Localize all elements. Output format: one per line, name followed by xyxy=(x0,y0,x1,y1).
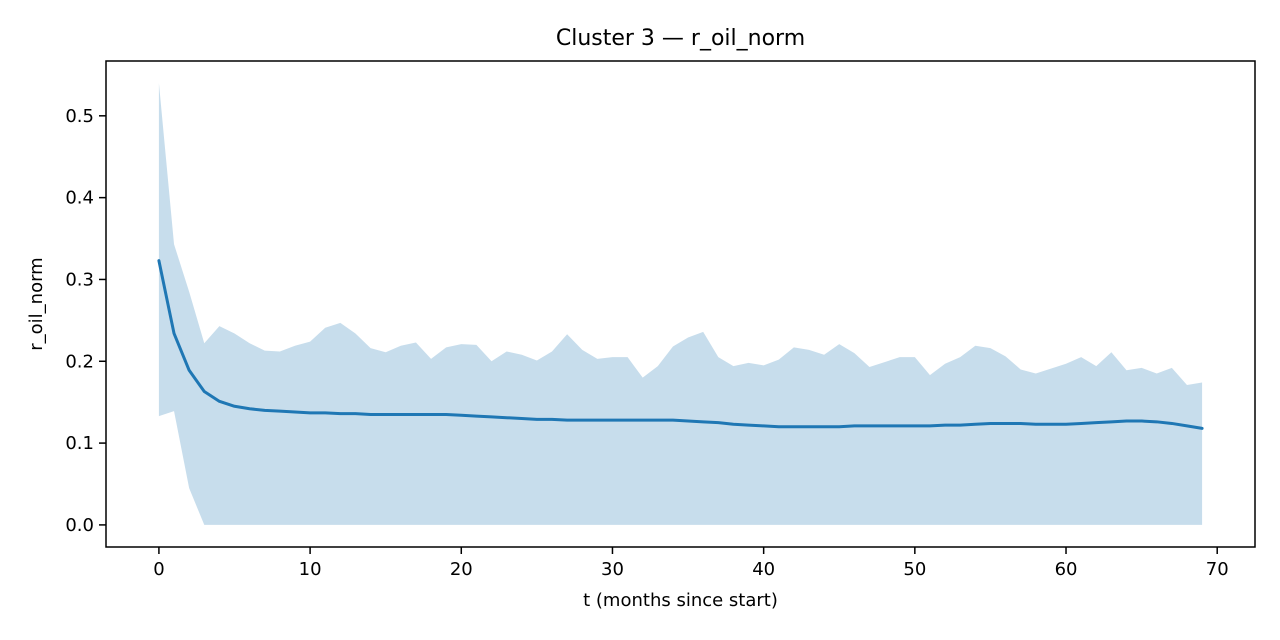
x-axis-title: t (months since start) xyxy=(583,590,778,611)
y-tick-label: 0.4 xyxy=(65,188,94,209)
y-tick-label: 0.0 xyxy=(65,515,94,536)
y-tick-label: 0.5 xyxy=(65,106,94,127)
series-line-0 xyxy=(157,259,1204,430)
y-tick-label: 0.3 xyxy=(65,269,94,290)
x-tick-label: 10 xyxy=(299,559,322,580)
x-tick-label: 0 xyxy=(153,559,164,580)
y-tick-label: 0.1 xyxy=(65,433,94,454)
x-tick-label: 40 xyxy=(752,559,775,580)
x-tick-label: 70 xyxy=(1206,559,1229,580)
x-tick-label: 50 xyxy=(903,559,926,580)
y-axis: 0.0 0.1 0.2 0.3 0.4 0.5 xyxy=(65,106,106,536)
y-tick-label: 0.2 xyxy=(65,351,94,372)
x-axis: 0 10 20 30 40 50 60 70 xyxy=(153,547,1229,580)
y-axis-title: r_oil_norm xyxy=(26,257,47,350)
chart-title: Cluster 3 — r_oil_norm xyxy=(556,26,805,51)
x-tick-label: 30 xyxy=(601,559,624,580)
plot-area xyxy=(157,83,1204,525)
x-tick-label: 20 xyxy=(450,559,473,580)
plot-frame xyxy=(105,60,1256,548)
x-tick-label: 60 xyxy=(1055,559,1078,580)
